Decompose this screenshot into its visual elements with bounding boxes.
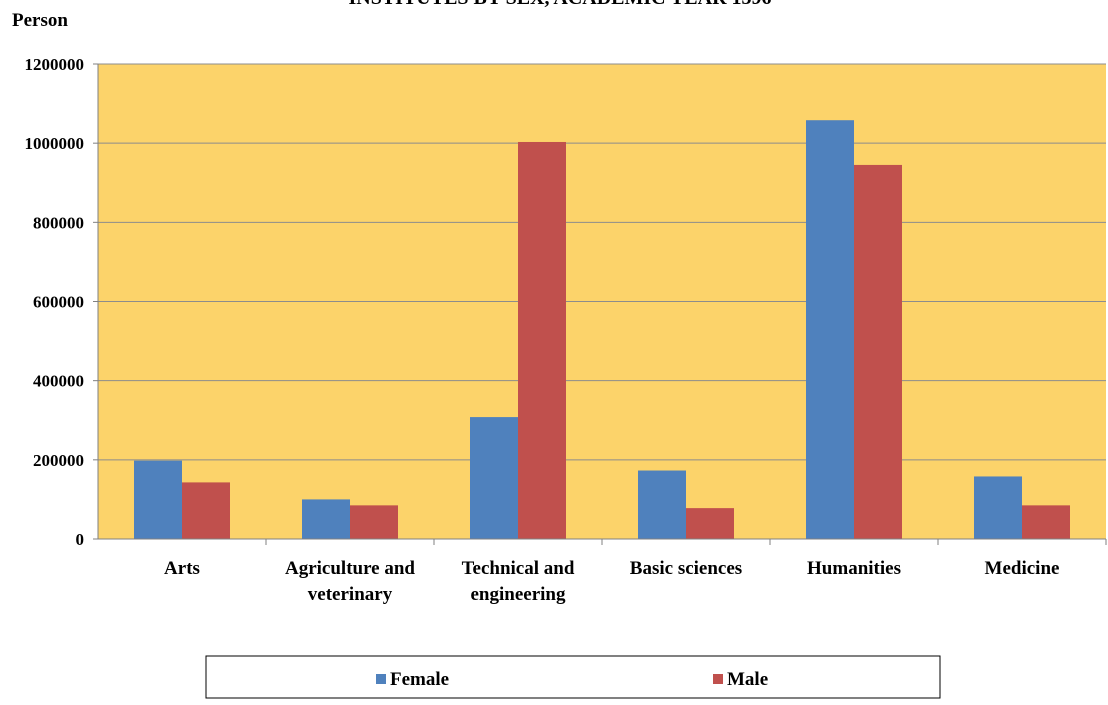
bar-male-3: [686, 508, 734, 539]
bar-female-3: [638, 470, 686, 539]
gridlines: [93, 63, 1107, 545]
y-tick-label: 200000: [33, 451, 84, 470]
x-tick-label: Agriculture and veterinary: [285, 558, 415, 605]
y-tick-label: 400000: [33, 372, 84, 391]
y-tick-label: 600000: [33, 293, 84, 312]
bar-female-5: [974, 476, 1022, 539]
bar-male-1: [350, 505, 398, 539]
y-tick-label: 1000000: [25, 134, 85, 153]
x-tick-label: Technical and engineering: [462, 558, 575, 605]
x-tick-label: Humanities: [807, 558, 901, 579]
y-axis-label: Person: [12, 10, 68, 31]
y-tick-label: 800000: [33, 213, 84, 232]
bar-female-4: [806, 120, 854, 539]
x-tick-label: Medicine: [985, 558, 1060, 579]
bars: [134, 120, 1070, 539]
legend-swatch-female: [376, 674, 386, 684]
y-tick-label: 1200000: [25, 55, 85, 74]
bar-male-0: [182, 482, 230, 539]
bar-female-2: [470, 417, 518, 539]
legend-swatch-male: [713, 674, 723, 684]
bar-female-1: [302, 499, 350, 539]
x-tick-labels: Arts Agriculture and veterinary Technical a…: [164, 558, 1059, 605]
legend-label-female: Female: [390, 669, 449, 690]
bar-male-5: [1022, 505, 1070, 539]
x-tick-label: Arts: [164, 558, 200, 579]
bar-female-0: [134, 460, 182, 539]
x-tick-label: Basic sciences: [630, 558, 742, 579]
legend-box: [205, 655, 941, 699]
chart-title: INSTITUTES BY SEX, ACADEMIC YEAR 1396: [348, 0, 771, 9]
legend: Female Male: [376, 669, 768, 690]
bar-male-2: [518, 141, 566, 539]
y-tick-label: 0: [76, 530, 85, 549]
legend-label-male: Male: [727, 669, 768, 690]
y-tick-labels: 0 200000 400000 600000 800000 1000000 1200000: [25, 55, 85, 549]
bar-male-4: [854, 164, 902, 539]
